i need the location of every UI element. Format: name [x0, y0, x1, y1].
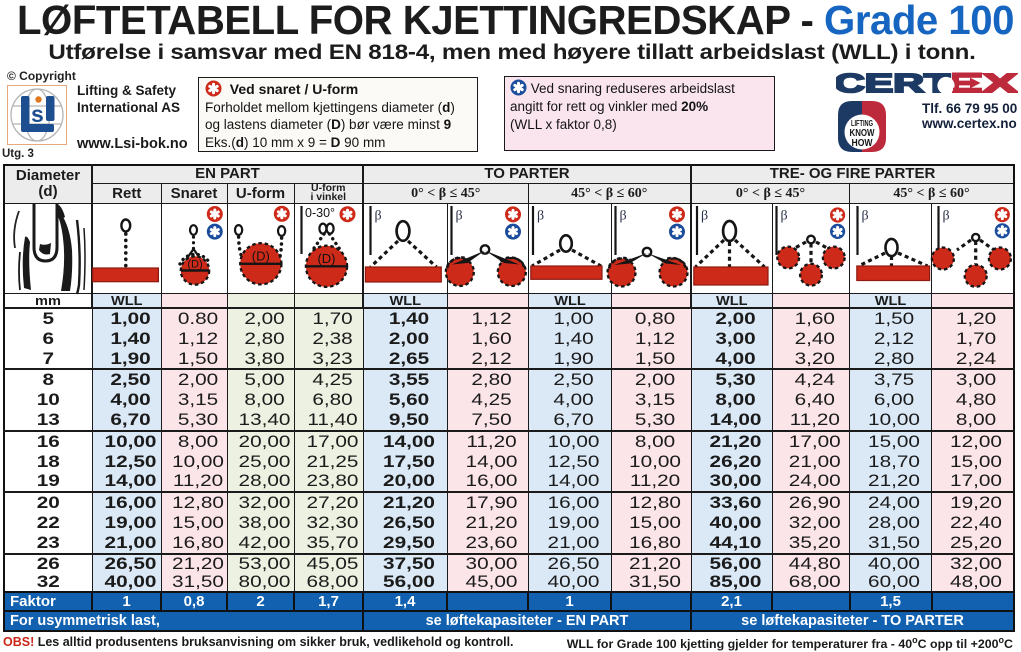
svg-text:s: s: [31, 101, 44, 127]
svg-text:HOW: HOW: [852, 137, 873, 149]
svg-text:X: X: [983, 70, 1018, 96]
svg-text:CERT: CERT: [836, 70, 950, 96]
svg-text:KNOW: KNOW: [850, 127, 875, 139]
svg-text:LIFTING: LIFTING: [851, 119, 873, 128]
